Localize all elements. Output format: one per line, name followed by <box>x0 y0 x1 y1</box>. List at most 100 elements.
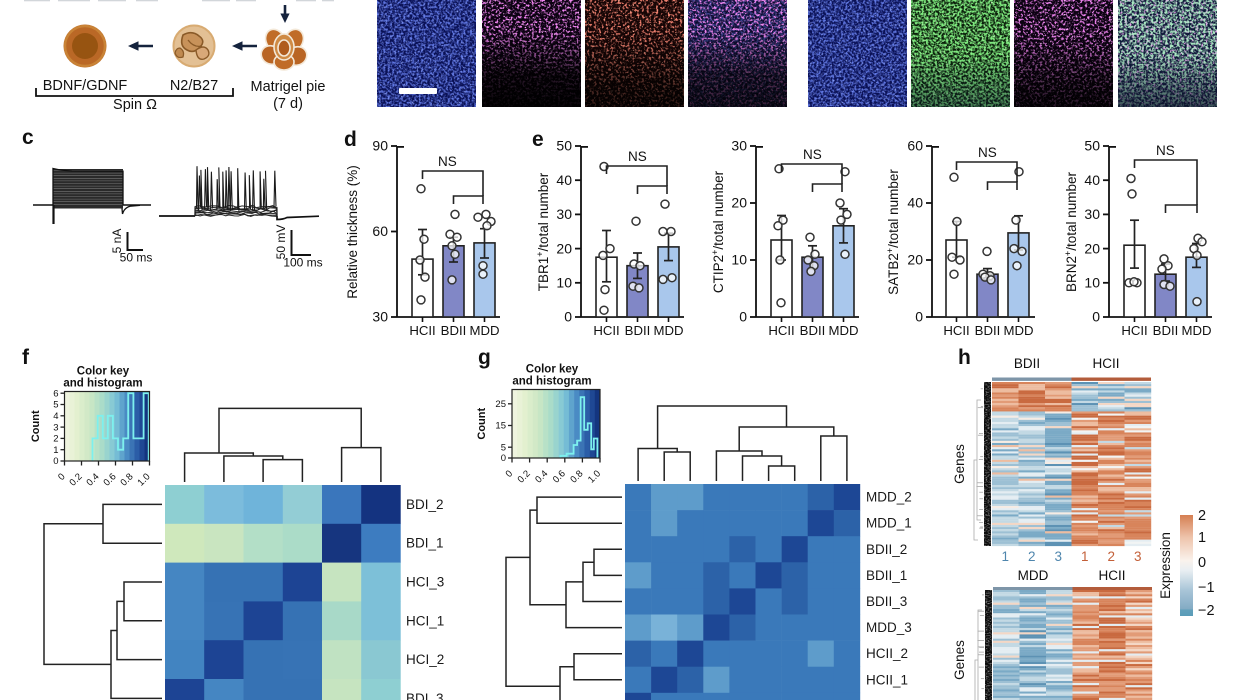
svg-text:HCI_2: HCI_2 <box>406 652 444 667</box>
svg-text:BDII: BDII <box>441 323 467 338</box>
svg-text:−1: −1 <box>1198 580 1215 596</box>
svg-text:3: 3 <box>53 422 58 433</box>
svg-text:0: 0 <box>1092 309 1100 325</box>
svg-text:0: 0 <box>915 309 923 325</box>
svg-text:HCII: HCII <box>768 323 794 338</box>
svg-text:−2: −2 <box>1198 603 1215 619</box>
svg-text:0.2: 0.2 <box>516 468 533 485</box>
svg-text:HCII: HCII <box>1121 323 1147 338</box>
svg-text:60: 60 <box>907 138 923 154</box>
svg-text:50: 50 <box>556 138 572 154</box>
svg-text:10: 10 <box>1084 275 1100 291</box>
svg-text:BDNF/GDNF: BDNF/GDNF <box>43 78 128 94</box>
svg-text:Color key: Color key <box>77 366 130 378</box>
svg-text:10: 10 <box>731 252 747 268</box>
svg-text:BDII: BDII <box>800 323 826 338</box>
svg-text:30: 30 <box>731 138 747 154</box>
svg-text:6: 6 <box>53 388 58 399</box>
svg-text:HCII_1: HCII_1 <box>866 672 908 687</box>
svg-text:50 ms: 50 ms <box>120 251 153 265</box>
svg-text:MDD: MDD <box>469 323 499 338</box>
svg-text:HCII_3: HCII_3 <box>866 698 908 700</box>
svg-text:3: 3 <box>1134 549 1142 564</box>
svg-text:0.6: 0.6 <box>551 468 568 485</box>
svg-text:HCII: HCII <box>1099 568 1126 583</box>
svg-text:15: 15 <box>495 421 506 432</box>
svg-text:NS: NS <box>438 154 457 169</box>
svg-text:30: 30 <box>372 309 388 325</box>
svg-text:2: 2 <box>53 434 58 445</box>
svg-text:NS: NS <box>978 145 997 160</box>
svg-text:0: 0 <box>501 453 506 464</box>
svg-text:30: 30 <box>556 206 572 222</box>
svg-text:Matrigel pie: Matrigel pie <box>251 79 326 95</box>
svg-text:Count: Count <box>476 408 488 440</box>
svg-text:20: 20 <box>907 252 923 268</box>
svg-text:MDD: MDD <box>1181 323 1211 338</box>
svg-text:and histogram: and histogram <box>512 376 591 388</box>
svg-text:60: 60 <box>372 223 388 239</box>
svg-text:TBR1+/total number: TBR1+/total number <box>535 172 551 291</box>
svg-text:20: 20 <box>731 195 747 211</box>
svg-text:BDII: BDII <box>1014 356 1040 371</box>
svg-text:0: 0 <box>53 456 58 467</box>
svg-text:0: 0 <box>564 309 572 325</box>
svg-text:NS: NS <box>628 149 647 164</box>
svg-text:0.8: 0.8 <box>568 468 585 485</box>
svg-text:BRN2+/total number: BRN2+/total number <box>1063 171 1079 292</box>
svg-text:0.8: 0.8 <box>118 471 135 488</box>
svg-text:5: 5 <box>501 442 506 453</box>
svg-text:20: 20 <box>1084 240 1100 256</box>
svg-text:0.6: 0.6 <box>101 471 118 488</box>
svg-text:BDII: BDII <box>625 323 651 338</box>
svg-text:0: 0 <box>504 468 516 480</box>
svg-text:(7 d): (7 d) <box>273 96 303 112</box>
svg-text:e: e <box>532 128 544 151</box>
svg-text:CTIP2+/total number: CTIP2+/total number <box>710 170 726 293</box>
svg-text:BDI_3: BDI_3 <box>406 691 444 700</box>
svg-text:NS: NS <box>1156 143 1175 158</box>
svg-text:HCII: HCII <box>593 323 619 338</box>
svg-text:25: 25 <box>495 399 506 410</box>
svg-text:BDII_3: BDII_3 <box>866 594 907 609</box>
svg-text:HCII: HCII <box>943 323 969 338</box>
svg-text:g: g <box>478 346 491 369</box>
svg-text:10: 10 <box>556 275 572 291</box>
svg-text:MDD_1: MDD_1 <box>866 516 912 531</box>
svg-text:2: 2 <box>1028 549 1036 564</box>
svg-text:1: 1 <box>1001 549 1009 564</box>
svg-text:HCII_2: HCII_2 <box>866 646 908 661</box>
svg-text:90: 90 <box>372 138 388 154</box>
svg-text:d: d <box>344 128 357 151</box>
svg-text:40: 40 <box>1084 172 1100 188</box>
svg-text:c: c <box>22 126 34 149</box>
svg-text:Expression: Expression <box>1158 532 1173 599</box>
svg-text:BDI_2: BDI_2 <box>406 497 444 512</box>
svg-text:MDD: MDD <box>1018 568 1049 583</box>
svg-text:BDII: BDII <box>1153 323 1179 338</box>
svg-text:1: 1 <box>1081 549 1089 564</box>
svg-text:4: 4 <box>53 411 58 422</box>
svg-text:40: 40 <box>556 172 572 188</box>
svg-text:Count: Count <box>30 410 42 442</box>
svg-text:N2/B27: N2/B27 <box>170 78 218 94</box>
svg-text:and histogram: and histogram <box>63 378 142 390</box>
svg-text:MDD_3: MDD_3 <box>866 620 912 635</box>
svg-text:BDII: BDII <box>975 323 1001 338</box>
svg-text:MDD: MDD <box>828 323 858 338</box>
svg-text:f: f <box>22 346 30 369</box>
svg-text:0: 0 <box>1198 555 1206 571</box>
svg-text:HCI_3: HCI_3 <box>406 575 444 590</box>
svg-text:BDII_1: BDII_1 <box>866 568 907 583</box>
svg-text:50 mV: 50 mV <box>274 225 288 260</box>
svg-text:5 nA: 5 nA <box>110 229 124 254</box>
svg-text:50: 50 <box>1084 138 1100 154</box>
svg-text:MDD: MDD <box>1003 323 1033 338</box>
svg-text:HCI_1: HCI_1 <box>406 613 444 628</box>
svg-text:BDI_1: BDI_1 <box>406 536 444 551</box>
svg-text:h: h <box>958 346 971 369</box>
svg-text:0: 0 <box>739 309 747 325</box>
svg-text:0.2: 0.2 <box>67 471 84 488</box>
svg-text:NS: NS <box>803 147 822 162</box>
svg-text:Genes: Genes <box>952 640 967 680</box>
